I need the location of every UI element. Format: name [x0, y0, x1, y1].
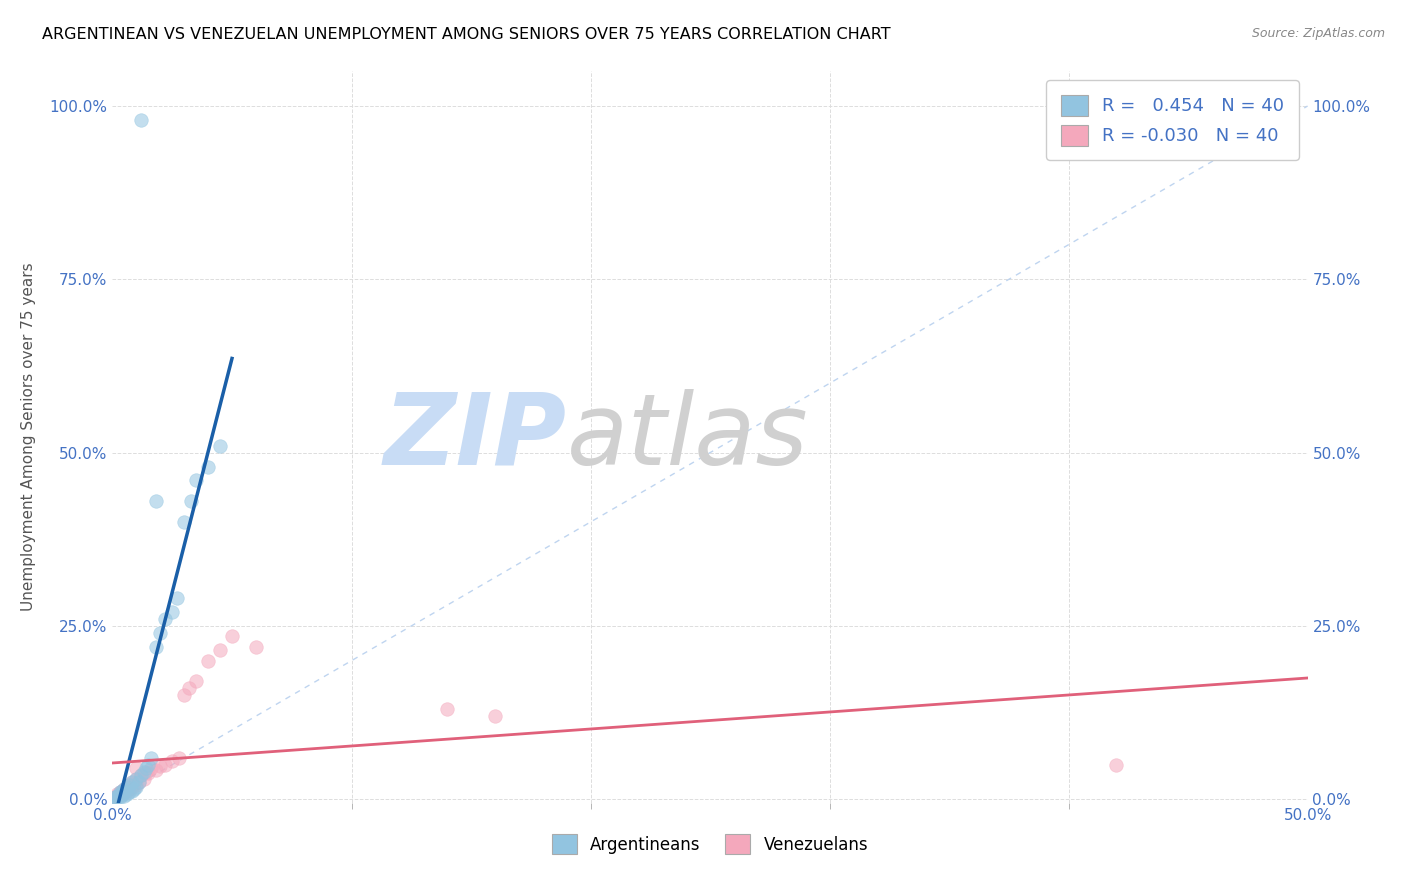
Point	[125, 772, 148, 786]
Point	[129, 112, 152, 127]
Point	[125, 761, 148, 775]
Point	[177, 681, 200, 696]
Point	[129, 768, 152, 782]
Point	[128, 775, 150, 789]
Point	[149, 759, 172, 773]
Y-axis label: Unemployment Among Seniors over 75 years: Unemployment Among Seniors over 75 years	[21, 263, 35, 611]
Point	[169, 750, 191, 764]
Point	[115, 780, 138, 794]
Point	[104, 790, 127, 805]
Point	[139, 761, 162, 775]
Point	[138, 766, 160, 780]
Point	[105, 789, 128, 803]
Point	[121, 784, 143, 798]
Text: Source: ZipAtlas.com: Source: ZipAtlas.com	[1251, 27, 1385, 40]
Point	[121, 780, 143, 794]
Point	[162, 754, 183, 768]
Point	[118, 781, 141, 796]
Point	[197, 654, 219, 668]
Point	[129, 768, 152, 782]
Text: ZIP: ZIP	[384, 389, 567, 485]
Point	[186, 674, 208, 689]
Point	[135, 761, 157, 775]
Point	[114, 789, 135, 803]
Point	[105, 787, 128, 801]
Point	[145, 640, 167, 654]
Point	[139, 750, 162, 764]
Point	[104, 790, 127, 805]
Point	[221, 629, 243, 643]
Text: atlas: atlas	[567, 389, 808, 485]
Point	[111, 787, 134, 801]
Point	[145, 763, 167, 777]
Point	[122, 781, 145, 796]
Point	[108, 788, 131, 802]
Point	[118, 779, 141, 793]
Point	[115, 784, 138, 798]
Point	[209, 439, 232, 453]
Point	[105, 791, 128, 805]
Point	[108, 785, 131, 799]
Point	[197, 459, 219, 474]
Point	[104, 791, 127, 805]
Text: ARGENTINEAN VS VENEZUELAN UNEMPLOYMENT AMONG SENIORS OVER 75 YEARS CORRELATION C: ARGENTINEAN VS VENEZUELAN UNEMPLOYMENT A…	[42, 27, 891, 42]
Point	[108, 789, 131, 804]
Point	[180, 494, 202, 508]
Point	[121, 775, 143, 789]
Point	[111, 787, 134, 801]
Point	[173, 689, 195, 703]
Point	[118, 779, 141, 793]
Point	[162, 605, 183, 619]
Point	[111, 788, 134, 802]
Point	[153, 757, 176, 772]
Point	[186, 474, 208, 488]
Point	[115, 787, 138, 801]
Point	[118, 785, 141, 799]
Point	[114, 785, 135, 799]
Point	[166, 591, 188, 606]
Point	[128, 775, 150, 789]
Point	[145, 494, 167, 508]
Point	[108, 785, 131, 799]
Point	[245, 640, 267, 654]
Point	[114, 781, 135, 796]
Legend: Argentineans, Venezuelans: Argentineans, Venezuelans	[546, 828, 875, 860]
Point	[153, 612, 176, 626]
Point	[114, 781, 135, 796]
Point	[135, 764, 157, 779]
Point	[1105, 757, 1128, 772]
Point	[122, 777, 145, 791]
Point	[111, 784, 134, 798]
Point	[111, 784, 134, 798]
Point	[114, 785, 135, 799]
Point	[436, 702, 458, 716]
Point	[138, 757, 160, 772]
Point	[105, 789, 128, 803]
Point	[125, 772, 148, 786]
Point	[149, 626, 172, 640]
Point	[125, 780, 148, 794]
Point	[121, 775, 143, 789]
Point	[108, 788, 131, 802]
Point	[173, 515, 195, 529]
Point	[484, 709, 506, 723]
Point	[125, 779, 148, 793]
Point	[115, 780, 138, 794]
Point	[132, 772, 155, 786]
Point	[132, 764, 155, 779]
Point	[209, 643, 232, 657]
